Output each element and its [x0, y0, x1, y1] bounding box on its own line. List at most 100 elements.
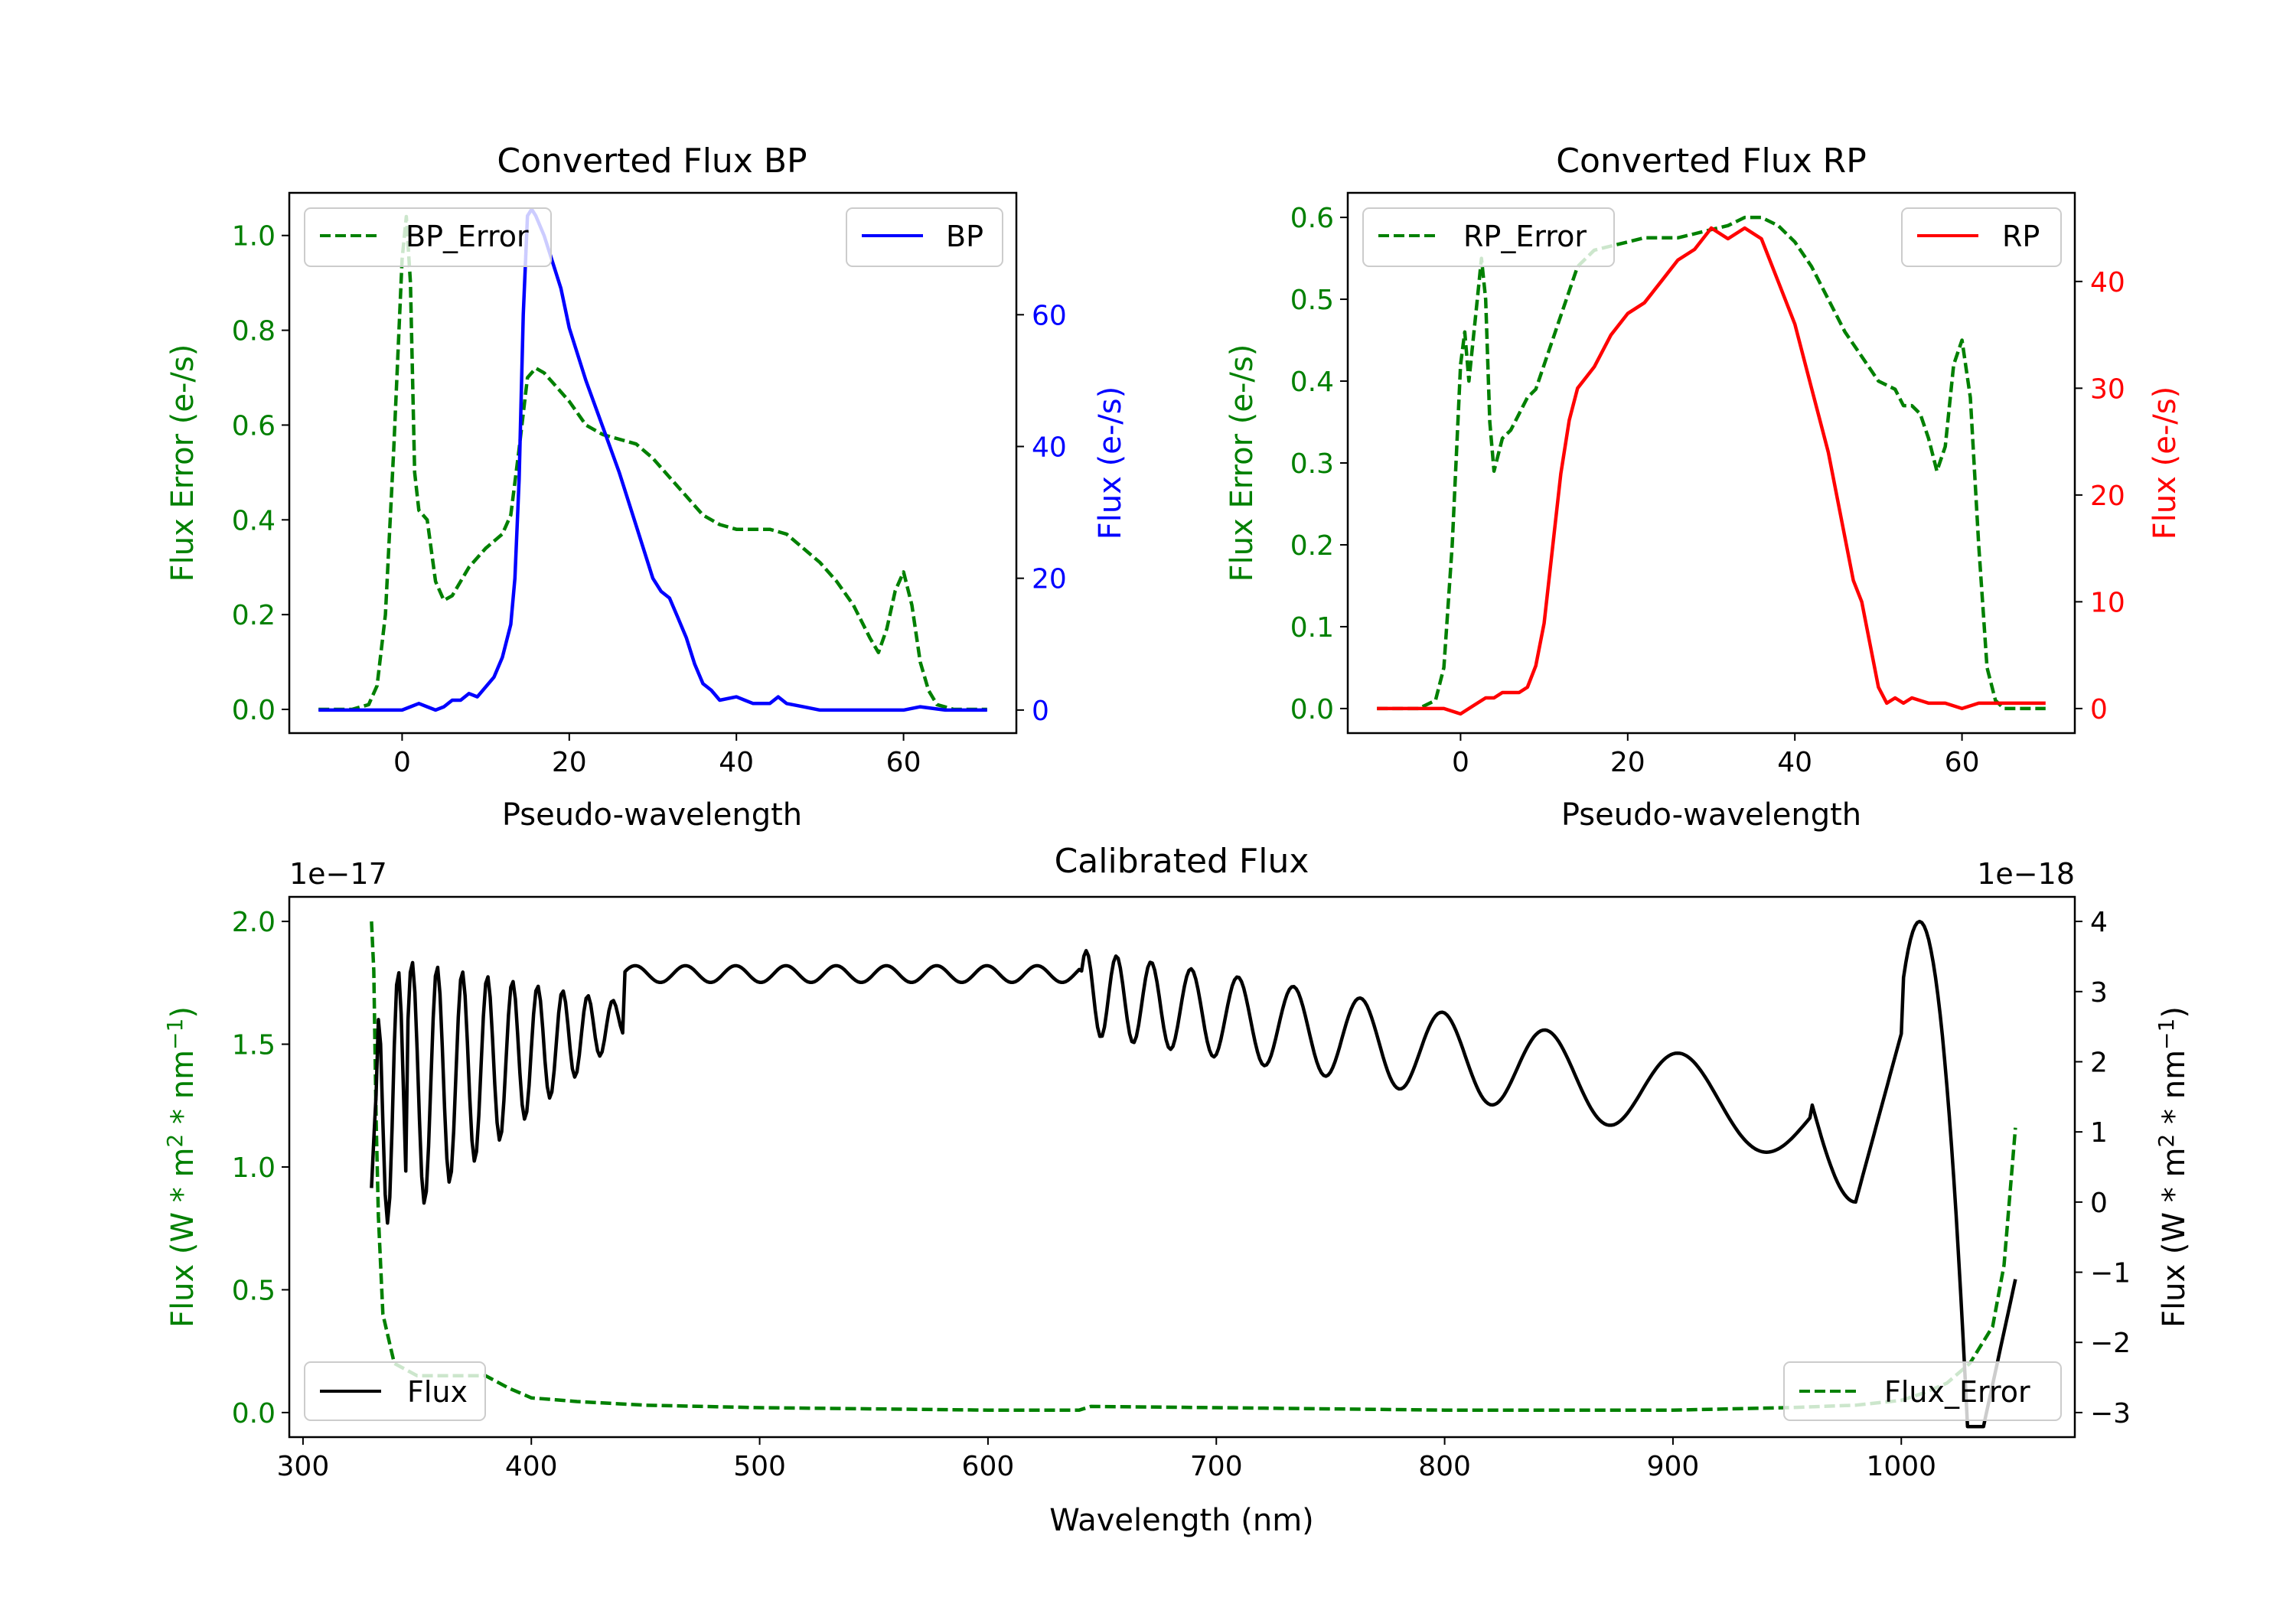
y-tick-label-left: 0.1	[1290, 612, 1334, 644]
x-tick-label: 900	[1647, 1451, 1700, 1482]
legend-label-bp: BP	[946, 220, 983, 253]
axes-frame	[288, 895, 2076, 1439]
ylabel-part: )	[2157, 1006, 2192, 1019]
y-tick-label-right: 4	[2090, 907, 2108, 938]
ylabel-part: * nm	[2157, 1050, 2192, 1134]
legend-left: BP_Error	[304, 207, 552, 267]
y-tick-label-left: 0.6	[1290, 203, 1334, 234]
chart-title: Converted Flux RP	[1556, 142, 1867, 181]
y-tick-label-right: 40	[1032, 432, 1067, 463]
left-axis-offset: 1e−17	[289, 857, 387, 891]
legend-right: BP	[846, 207, 1003, 267]
x-tick-label: 0	[393, 747, 411, 778]
y-tick-label-right: 20	[2090, 481, 2125, 512]
panel-converted-flux-bp: Converted Flux BP 0 20 40 60 0.0 0.2 0.4 0.6 0.8…	[165, 142, 1128, 833]
legend-label-flux-error: Flux_Error	[1884, 1375, 2030, 1409]
x-tick-label: 0	[1452, 747, 1469, 778]
axis-ticks: 0 20 40 60 0.0 0.2 0.4 0.6 0.8 1.0 0 20 40 60	[232, 221, 1067, 778]
y-tick-label-right: −3	[2090, 1398, 2131, 1429]
y-tick-label-left: 0.0	[232, 695, 276, 726]
ylabel-part: Flux (W * m	[2157, 1148, 2192, 1328]
chart-title: Converted Flux BP	[497, 142, 807, 181]
y-tick-label-left: 0.4	[232, 505, 276, 536]
y-axis-label-left: Flux (W * m2 * nm−1)	[162, 1006, 201, 1328]
series-line-rp-error	[1377, 215, 2046, 711]
x-tick-label: 300	[277, 1451, 330, 1482]
y-tick-label-right: 30	[2090, 373, 2125, 405]
y-tick-label-left: 0.4	[1290, 367, 1334, 398]
y-tick-label-right: 40	[2090, 267, 2125, 298]
ylabel-sup: 2	[162, 1134, 188, 1148]
axes-frame	[1346, 191, 2076, 735]
series-line-bp	[318, 207, 987, 712]
legend-label-rp: RP	[2002, 220, 2040, 253]
axis-ticks: 0 20 40 60 0.0 0.1 0.2 0.3 0.4 0.5 0.6 0 10 20 30 40	[1290, 203, 2125, 778]
y-tick-label-right: 0	[2090, 694, 2108, 725]
y-tick-label-right: 60	[1032, 300, 1067, 331]
y-tick-label-right: 2	[2090, 1047, 2108, 1078]
ylabel-part: )	[165, 1006, 201, 1019]
x-axis-label: Wavelength (nm)	[1049, 1503, 1314, 1538]
ylabel-sup: 2	[2154, 1134, 2179, 1148]
y-axis-label-left: Flux Error (e-/s)	[165, 344, 201, 582]
right-axis-offset: 1e−18	[1977, 857, 2075, 891]
ylabel-part: Flux (W * m	[165, 1148, 201, 1328]
x-tick-label: 60	[886, 747, 921, 778]
legend-label-rp-error: RP_Error	[1463, 220, 1587, 253]
y-tick-label-left: 0.2	[1290, 530, 1334, 562]
y-tick-label-left: 0.6	[232, 410, 276, 442]
y-tick-label-right: 0	[2090, 1188, 2108, 1219]
x-tick-label: 600	[962, 1451, 1015, 1482]
y-axis-label-right: Flux (e-/s)	[1093, 386, 1128, 539]
axis-ticks: 300 400 500 600 700 800 900 1000 0.0 0.5 1.0 1.5 2.0…	[232, 907, 2131, 1482]
x-tick-label: 40	[719, 747, 754, 778]
y-tick-label-right: −1	[2090, 1258, 2131, 1289]
series-line-rp	[1377, 226, 2046, 716]
plot-area	[1377, 215, 2046, 716]
y-tick-label-left: 0.2	[232, 600, 276, 631]
y-tick-label-left: 1.0	[232, 221, 276, 253]
y-tick-label-left: 0.3	[1290, 448, 1334, 480]
y-tick-label-left: 0.8	[232, 316, 276, 347]
x-axis-label: Pseudo-wavelength	[502, 797, 802, 833]
y-axis-label-left: Flux Error (e-/s)	[1225, 344, 1260, 582]
panel-converted-flux-rp: Converted Flux RP 0 20 40 60 0.0 0.1 0.2 0.3 0.4…	[1225, 142, 2183, 833]
panel-calibrated-flux: Calibrated Flux 1e−17 1e−18 300 400 500 600…	[162, 842, 2192, 1538]
x-tick-label: 1000	[1866, 1451, 1936, 1482]
y-tick-label-right: −2	[2090, 1328, 2131, 1359]
axes-frame	[288, 191, 1018, 735]
chart-title: Calibrated Flux	[1055, 842, 1309, 881]
x-tick-label: 20	[552, 747, 587, 778]
legend-right: Flux_Error	[1783, 1361, 2062, 1421]
x-tick-label: 60	[1945, 747, 1980, 778]
y-tick-label-right: 0	[1032, 696, 1049, 727]
y-tick-label-left: 0.0	[232, 1398, 276, 1429]
y-tick-label-left: 1.5	[232, 1030, 276, 1061]
y-axis-label-right: Flux (W * m2 * nm−1)	[2154, 1006, 2192, 1328]
x-axis-label: Pseudo-wavelength	[1561, 797, 1861, 833]
y-tick-label-right: 3	[2090, 977, 2108, 1009]
y-tick-label-right: 20	[1032, 564, 1067, 595]
y-tick-label-right: 10	[2090, 587, 2125, 618]
y-tick-label-left: 0.5	[232, 1275, 276, 1306]
x-tick-label: 20	[1610, 747, 1645, 778]
plot-area	[318, 207, 987, 712]
x-tick-label: 500	[733, 1451, 786, 1482]
x-tick-label: 700	[1190, 1451, 1243, 1482]
legend-left: RP_Error	[1362, 207, 1615, 267]
x-tick-label: 400	[505, 1451, 558, 1482]
x-tick-label: 800	[1418, 1451, 1471, 1482]
y-tick-label-left: 0.5	[1290, 285, 1334, 316]
legend-label-bp-error: BP_Error	[406, 220, 529, 253]
y-tick-label-right: 1	[2090, 1117, 2108, 1149]
y-tick-label-left: 2.0	[232, 907, 276, 938]
legend-left: Flux	[304, 1361, 486, 1421]
series-line-bp-error	[318, 214, 987, 712]
legend-label-flux: Flux	[407, 1375, 468, 1409]
ylabel-part: * nm	[165, 1050, 201, 1134]
y-axis-label-right: Flux (e-/s)	[2148, 386, 2183, 539]
ylabel-sup: −1	[2154, 1019, 2179, 1050]
y-tick-label-left: 1.0	[232, 1152, 276, 1184]
series-line-flux	[370, 919, 2017, 1429]
